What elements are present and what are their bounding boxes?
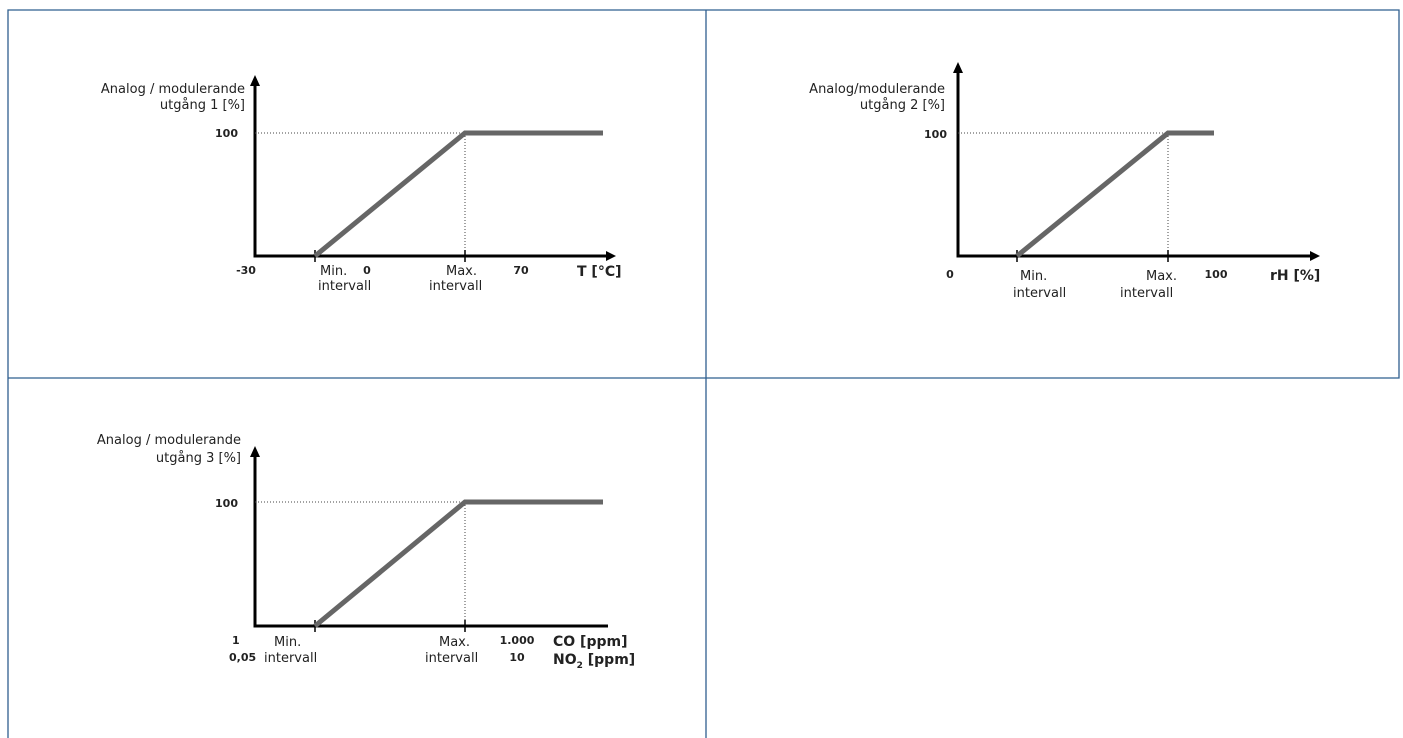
x-axis-label: rH [%]: [1270, 268, 1320, 284]
x-tick: 10: [509, 651, 525, 664]
y-label: utgång 1 [%]: [160, 98, 245, 113]
x-axis-label: T [°C]: [577, 264, 622, 280]
min-label: Min.: [1020, 269, 1047, 284]
subscript: 2: [577, 661, 583, 671]
arrows: [250, 446, 260, 457]
curve: [313, 130, 603, 258]
max-label: Max.: [446, 264, 477, 279]
max-label: intervall: [1120, 286, 1173, 301]
guide: [958, 132, 1169, 256]
x-tick: 1.000: [500, 634, 535, 647]
y-label: utgång 2 [%]: [860, 98, 945, 113]
min-label: intervall: [318, 279, 371, 294]
y-label: utgång 3 [%]: [156, 451, 241, 466]
unit: [ppm]: [583, 652, 635, 668]
axes: [253, 456, 608, 628]
panel-1: Analog / modulerande utgång 1 [%] 100 -3…: [101, 75, 622, 294]
y-tick: 100: [924, 128, 947, 141]
curve: [313, 499, 603, 628]
formula: NO: [553, 652, 577, 668]
x-axis-label: CO [ppm]: [553, 634, 627, 650]
panel-3: Analog / modulerande utgång 3 [%] 100 1 …: [97, 433, 635, 671]
guide: [255, 501, 466, 626]
x-axis-label: NO2 [ppm]: [553, 652, 635, 671]
min-label: Min.: [320, 264, 347, 279]
min-label: intervall: [264, 651, 317, 666]
axes: [253, 85, 608, 258]
curve: [1015, 130, 1214, 258]
x-tick: 0: [363, 264, 371, 277]
axes: [956, 72, 1312, 258]
guide: [255, 132, 466, 256]
max-label: Max.: [439, 635, 470, 650]
frame: [7, 9, 1400, 738]
y-tick: 100: [215, 497, 238, 510]
x-tick: 70: [513, 264, 529, 277]
x-tick: 0,05: [229, 651, 256, 664]
max-label: Max.: [1146, 269, 1177, 284]
y-label: Analog / modulerande: [97, 433, 241, 448]
x-tick: 100: [1205, 268, 1228, 281]
min-label: Min.: [274, 635, 301, 650]
y-label: Analog / modulerande: [101, 82, 245, 97]
arrows: [250, 75, 616, 261]
y-tick: 100: [215, 127, 238, 140]
max-label: intervall: [429, 279, 482, 294]
x-tick: -30: [236, 264, 256, 277]
x-tick: 1: [232, 634, 240, 647]
y-label: Analog/modulerande: [809, 82, 945, 97]
panel-2: Analog/modulerande utgång 2 [%] 100 0 Mi…: [809, 62, 1320, 301]
x-tick: 0: [946, 268, 954, 281]
frames: [7, 9, 1400, 738]
min-label: intervall: [1013, 286, 1066, 301]
max-label: intervall: [425, 651, 478, 666]
